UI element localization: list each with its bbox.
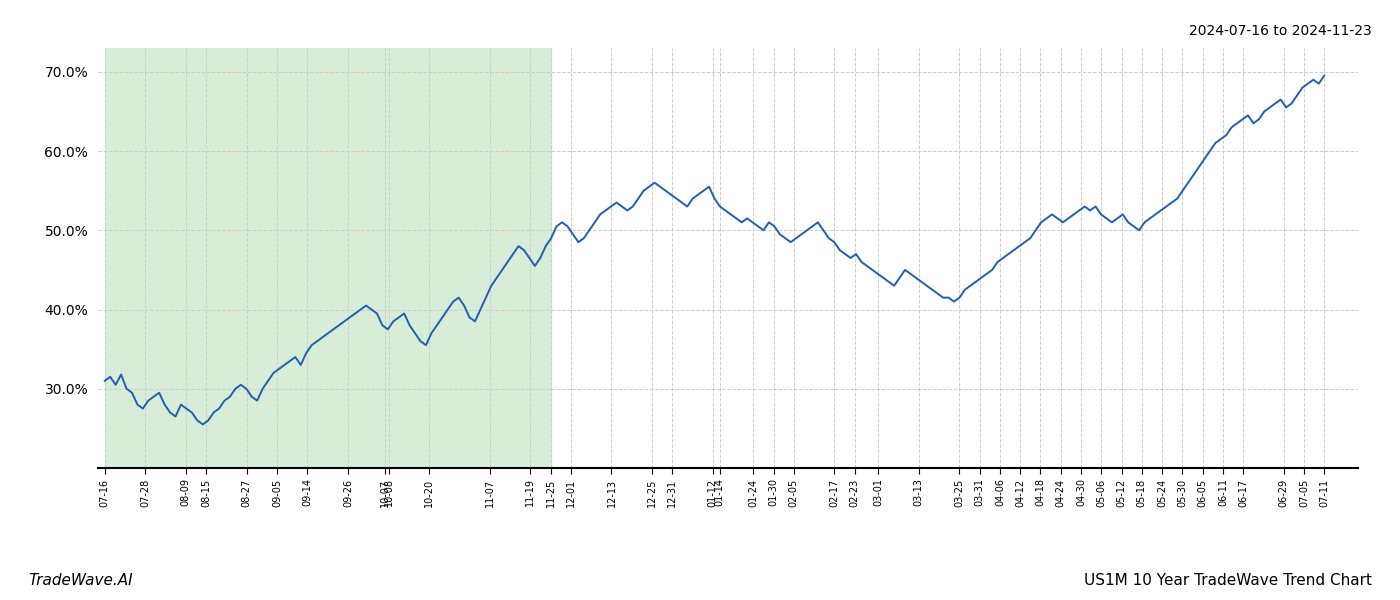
Text: 2024-07-16 to 2024-11-23: 2024-07-16 to 2024-11-23	[1189, 24, 1372, 38]
Text: US1M 10 Year TradeWave Trend Chart: US1M 10 Year TradeWave Trend Chart	[1084, 573, 1372, 588]
Text: TradeWave.AI: TradeWave.AI	[28, 573, 133, 588]
Bar	[105, 48, 550, 468]
